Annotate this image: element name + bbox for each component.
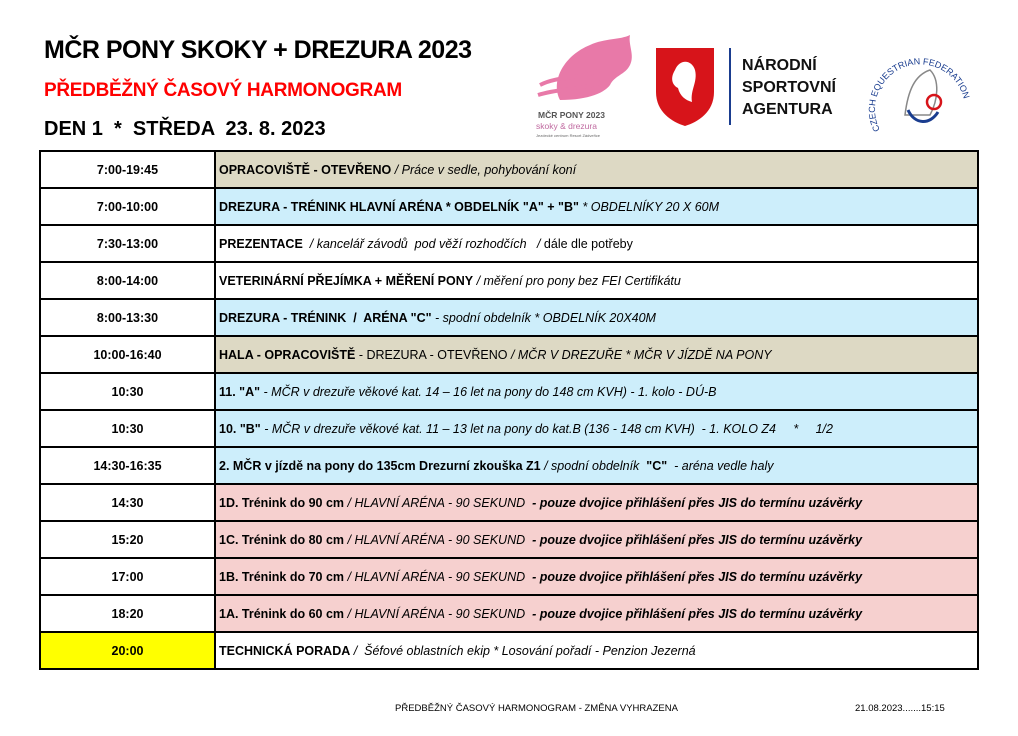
table-row: 10:00-16:40 HALA - OPRACOVIŠTĚ - DREZURA … [39,335,979,374]
time-cell: 7:00-19:45 [39,150,216,189]
description-segment: / Práce v sedle, pohybování koní [391,162,577,177]
description-segment: / HLAVNÍ ARÉNA - 90 SEKUND [344,532,533,547]
time-cell: 15:20 [39,520,216,559]
time-cell: 10:30 [39,372,216,411]
time-cell: 18:20 [39,594,216,633]
description-segment: 1C. Trénink do 80 cm [219,532,345,547]
nsa-logo: NÁRODNÍ SPORTOVNÍ AGENTURA [742,55,837,118]
description-segment: DREZURA - TRÉNINK HLAVNÍ ARÉNA * OBDELNÍ… [219,199,579,214]
description-cell: PREZENTACE / kancelář závodů pod věží ro… [214,224,979,263]
description-cell: DREZURA - TRÉNINK HLAVNÍ ARÉNA * OBDELNÍ… [214,187,979,226]
description-segment: HALA - OPRACOVIŠTĚ [219,347,356,362]
description-segment: 11. "A" [219,384,261,399]
table-row: 14:30 1D. Trénink do 90 cm / HLAVNÍ ARÉNA… [39,483,979,522]
description-segment: - DREZURA - OTEVŘENO [355,347,511,362]
description-segment: / kancelář závodů pod věží rozhodčích / [302,236,544,251]
time-cell: 10:30 [39,409,216,448]
table-row: 15:20 1C. Trénink do 80 cm / HLAVNÍ ARÉNA… [39,520,979,559]
description-segment: / MČR V DREZUŘE * MČR V JÍZDĚ NA PONY [510,347,772,362]
description-cell: TECHNICKÁ PORADA / Šéfové oblastních eki… [214,631,979,670]
svg-text:SPORTOVNÍ: SPORTOVNÍ [742,77,837,96]
description-segment: OPRACOVIŠTĚ - OTEVŘENO [219,162,392,177]
page-subtitle: PŘEDBĚŽNÝ ČASOVÝ HARMONOGRAM [44,80,402,101]
time-cell: 17:00 [39,557,216,596]
description-segment: / HLAVNÍ ARÉNA - 90 SEKUND [344,606,533,621]
description-segment: 2. MČR v jízdě na pony do 135cm Drezurní… [219,458,541,473]
czech-coat-of-arms-logo [656,48,714,126]
footer-note: PŘEDBĚŽNÝ ČASOVÝ HARMONOGRAM - ZMĚNA VYH… [395,703,678,714]
event-logo: MČR PONY 2023 skoky & drezura Jezdecké c… [536,35,632,138]
table-row: 10:30 11. "A" - MČR v drezuře věkové kat.… [39,372,979,411]
description-segment: / měření pro pony bez FEI Certifikátu [473,273,681,288]
description-cell: HALA - OPRACOVIŠTĚ - DREZURA - OTEVŘENO … [214,335,979,374]
table-row: 7:30-13:00 PREZENTACE / kancelář závodů p… [39,224,979,263]
table-row: 10:30 10. "B" - MČR v drezuře věkové kat.… [39,409,979,448]
time-cell: 14:30 [39,483,216,522]
description-segment: "C" [646,458,668,473]
sponsor-logos: MČR PONY 2023 skoky & drezura Jezdecké c… [536,35,970,138]
description-segment: - aréna vedle haly [667,458,774,473]
table-row: 20:00 TECHNICKÁ PORADA / Šéfové oblastníc… [39,631,979,670]
description-segment: 1B. Trénink do 70 cm [219,569,345,584]
description-segment: dále dle potřeby [543,236,633,251]
description-cell: 1D. Trénink do 90 cm / HLAVNÍ ARÉNA - 90… [214,483,979,522]
description-segment: - pouze dvojice přihlášení přes JIS do t… [532,532,863,547]
svg-text:Jezdecké centrum Resort Zádveř: Jezdecké centrum Resort Zádveřice [536,133,601,138]
description-segment: - spodní obdelník * OBDELNÍK 20X40M [431,310,656,325]
footer-timestamp: 21.08.2023.......15:15 [855,703,945,714]
description-cell: OPRACOVIŠTĚ - OTEVŘENO / Práce v sedle, … [214,150,979,189]
description-cell: 1B. Trénink do 70 cm / HLAVNÍ ARÉNA - 90… [214,557,979,596]
description-segment: PREZENTACE [219,236,303,251]
description-cell: 2. MČR v jízdě na pony do 135cm Drezurní… [214,446,979,485]
time-cell: 10:00-16:40 [39,335,216,374]
table-row: 8:00-14:00 VETERINÁRNÍ PŘEJÍMKA + MĚŘENÍ … [39,261,979,300]
schedule-table: 7:00-19:45 OPRACOVIŠTĚ - OTEVŘENO / Práce… [39,150,979,670]
table-row: 18:20 1A. Trénink do 60 cm / HLAVNÍ ARÉNA… [39,594,979,633]
description-segment: - pouze dvojice přihlášení přes JIS do t… [532,606,863,621]
description-segment: / Šéfové oblastních ekip * Losování pořa… [350,643,696,658]
time-cell: 8:00-14:00 [39,261,216,300]
time-cell: 20:00 [39,631,216,670]
time-cell: 8:00-13:30 [39,298,216,337]
description-cell: 10. "B" - MČR v drezuře věkové kat. 11 –… [214,409,979,448]
description-segment: TECHNICKÁ PORADA [219,643,351,658]
table-row: 7:00-10:00 DREZURA - TRÉNINK HLAVNÍ ARÉNA… [39,187,979,226]
description-cell: DREZURA - TRÉNINK / ARÉNA "C" - spodní o… [214,298,979,337]
time-cell: 7:30-13:00 [39,224,216,263]
time-cell: 7:00-10:00 [39,187,216,226]
description-segment: - MČR v drezuře věkové kat. 14 – 16 let … [260,384,717,399]
description-cell: VETERINÁRNÍ PŘEJÍMKA + MĚŘENÍ PONY / měř… [214,261,979,300]
description-segment: VETERINÁRNÍ PŘEJÍMKA + MĚŘENÍ PONY [219,273,474,288]
time-cell: 14:30-16:35 [39,446,216,485]
description-segment: / spodní obdelník [540,458,647,473]
description-segment: / HLAVNÍ ARÉNA - 90 SEKUND [344,569,533,584]
table-row: 14:30-16:35 2. MČR v jízdě na pony do 135… [39,446,979,485]
description-segment: / HLAVNÍ ARÉNA - 90 SEKUND [344,495,533,510]
description-cell: 11. "A" - MČR v drezuře věkové kat. 14 –… [214,372,979,411]
description-segment: DREZURA - TRÉNINK / ARÉNA "C" [219,310,432,325]
svg-text:skoky & drezura: skoky & drezura [536,121,597,131]
description-cell: 1C. Trénink do 80 cm / HLAVNÍ ARÉNA - 90… [214,520,979,559]
svg-text:MČR PONY 2023: MČR PONY 2023 [538,109,605,120]
description-segment: - pouze dvojice přihlášení přes JIS do t… [532,569,863,584]
page-title: MČR PONY SKOKY + DREZURA 2023 [44,36,472,64]
svg-text:NÁRODNÍ: NÁRODNÍ [742,55,817,74]
table-row: 7:00-19:45 OPRACOVIŠTĚ - OTEVŘENO / Práce… [39,150,979,189]
table-row: 8:00-13:30 DREZURA - TRÉNINK / ARÉNA "C" … [39,298,979,337]
description-segment: 10. "B" [219,421,261,436]
svg-text:AGENTURA: AGENTURA [742,101,833,118]
description-cell: 1A. Trénink do 60 cm / HLAVNÍ ARÉNA - 90… [214,594,979,633]
federation-logo: CZECH EQUESTRIAN FEDERATION [867,56,970,133]
description-segment: - MČR v drezuře věkové kat. 11 – 13 let … [260,421,833,436]
description-segment: 1D. Trénink do 90 cm [219,495,345,510]
day-heading: DEN 1 * STŘEDA 23. 8. 2023 [44,118,326,140]
table-row: 17:00 1B. Trénink do 70 cm / HLAVNÍ ARÉNA… [39,557,979,596]
description-segment: * OBDELNÍKY 20 X 60M [578,199,720,214]
description-segment: - pouze dvojice přihlášení přes JIS do t… [532,495,863,510]
description-segment: 1A. Trénink do 60 cm [219,606,345,621]
